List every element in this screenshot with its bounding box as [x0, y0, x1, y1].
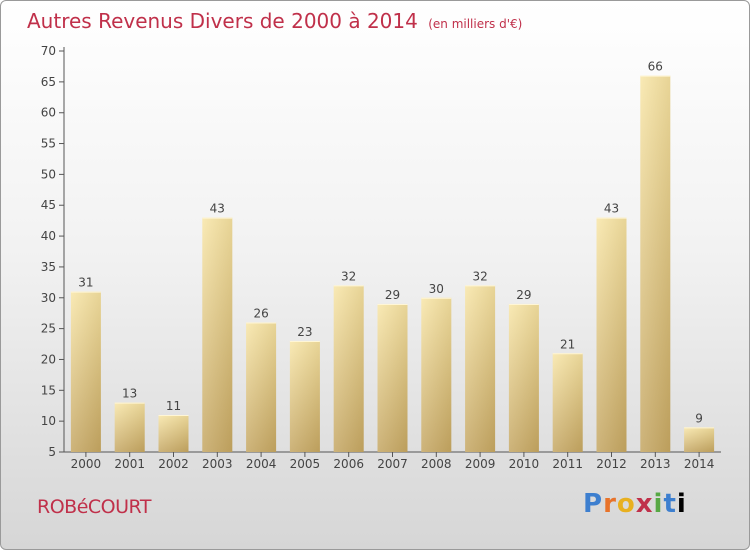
y-tick-label: 55 — [41, 137, 56, 151]
y-tick-label: 50 — [41, 167, 56, 181]
y-tick-label: 10 — [41, 414, 56, 428]
chart-title-text: Autres Revenus Divers de 2000 à 2014 — [27, 9, 418, 33]
y-tick-label: 60 — [41, 106, 56, 120]
bar-shade-2012 — [596, 217, 627, 452]
x-tick-label: 2006 — [333, 457, 364, 471]
x-tick-label: 2011 — [552, 457, 583, 471]
bar-shade-2002 — [158, 414, 189, 452]
x-tick-label: 2014 — [684, 457, 715, 471]
chart-title: Autres Revenus Divers de 2000 à 2014 (en… — [27, 9, 522, 33]
x-tick-label: 2007 — [377, 457, 408, 471]
axes: 5 10 15 20 25 30 35 40 45 50 55 60 65 70 2000 2001 2002 2… — [41, 44, 721, 471]
bar-shade-2003 — [202, 217, 233, 452]
y-tick-label: 30 — [41, 291, 56, 305]
value-labels: 31 13 11 43 26 23 32 29 30 32 29 21 43 66 9 — [78, 60, 703, 426]
bar-shade-2004 — [246, 322, 277, 452]
data-label: 26 — [253, 306, 268, 320]
x-tick-label: 2008 — [421, 457, 452, 471]
bar-shade-2005 — [289, 340, 320, 452]
x-tick-label: 2005 — [290, 457, 321, 471]
bar-shade-2011 — [552, 353, 583, 452]
y-tick-label: 65 — [41, 75, 56, 89]
bar-shade-2000 — [70, 291, 101, 452]
data-label: 13 — [122, 387, 137, 401]
proxiti-logo: Proxiti — [583, 489, 687, 519]
x-tick-label: 2001 — [114, 457, 145, 471]
data-label: 21 — [560, 337, 575, 351]
x-tick-label: 2000 — [71, 457, 102, 471]
x-tick-label: 2012 — [596, 457, 627, 471]
data-label: 29 — [385, 288, 400, 302]
x-tick-label: 2004 — [246, 457, 277, 471]
y-tick-label: 20 — [41, 352, 56, 366]
data-label: 9 — [695, 411, 703, 425]
data-label: 32 — [472, 269, 487, 283]
data-label: 43 — [210, 202, 225, 216]
y-tick-label: 15 — [41, 383, 56, 397]
data-label: 43 — [604, 202, 619, 216]
bars — [70, 75, 715, 452]
data-label: 23 — [297, 325, 312, 339]
y-tick-label: 25 — [41, 322, 56, 336]
x-tick-label: 2003 — [202, 457, 233, 471]
bar-shade-2014 — [684, 427, 715, 452]
bar-shade-2007 — [377, 303, 408, 452]
x-tick-label: 2009 — [465, 457, 496, 471]
data-label: 32 — [341, 269, 356, 283]
chart-subtitle: (en milliers d'€) — [428, 17, 523, 31]
x-tick-label: 2013 — [640, 457, 671, 471]
data-label: 31 — [78, 276, 93, 290]
data-label: 11 — [166, 399, 181, 413]
bar-shade-2013 — [640, 75, 671, 452]
y-tick-label: 70 — [41, 44, 56, 58]
bar-shade-2009 — [465, 285, 496, 452]
bar-shade-2010 — [508, 303, 539, 452]
data-label: 30 — [429, 282, 444, 296]
x-tick-label: 2010 — [509, 457, 540, 471]
data-label: 29 — [516, 288, 531, 302]
bar-shade-2001 — [114, 402, 145, 452]
bar-shade-2008 — [421, 297, 452, 452]
y-tick-label: 35 — [41, 260, 56, 274]
commune-name: ROBéCOURT — [37, 496, 151, 518]
bar-shade-2006 — [333, 285, 364, 452]
data-label: 66 — [648, 60, 663, 74]
y-tick-label: 5 — [48, 445, 56, 459]
y-tick-label: 45 — [41, 198, 56, 212]
x-tick-label: 2002 — [158, 457, 189, 471]
y-tick-label: 40 — [41, 229, 56, 243]
